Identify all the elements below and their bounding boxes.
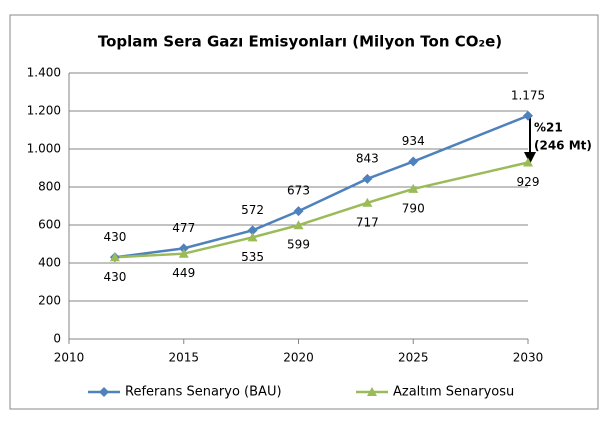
y-tick-label: 800 (38, 180, 61, 194)
data-label: 843 (356, 151, 379, 165)
data-label: 599 (287, 238, 310, 252)
data-label: 934 (402, 134, 425, 148)
data-point (178, 243, 189, 254)
data-point (293, 220, 304, 230)
data-label: 673 (287, 184, 310, 198)
data-label: 790 (402, 201, 425, 215)
legend-label: Referans Senaryo (BAU) (125, 385, 282, 400)
data-label: 430 (103, 270, 126, 284)
data-label: 1.175 (511, 88, 545, 102)
data-point (247, 225, 258, 236)
y-tick-label: 200 (38, 294, 61, 308)
chart-border (9, 14, 599, 410)
x-tick-label: 2030 (513, 351, 544, 365)
data-point (178, 248, 189, 258)
data-point (408, 156, 419, 167)
legend-marker (99, 387, 109, 397)
data-point (362, 197, 373, 207)
data-point (523, 110, 533, 121)
x-tick-label: 2025 (398, 351, 429, 365)
y-tick-label: 1.400 (27, 66, 61, 80)
data-label: 449 (172, 266, 195, 280)
data-point (362, 173, 373, 184)
data-label: 717 (356, 215, 379, 229)
y-tick-label: 1.200 (27, 104, 61, 118)
data-label: 430 (103, 230, 126, 244)
annotation: (246 Mt) (534, 139, 592, 153)
data-point (293, 206, 304, 217)
data-label: 929 (517, 175, 540, 189)
legend-label: Azaltım Senaryosu (393, 385, 514, 400)
data-label: 535 (241, 250, 264, 264)
data-label: 572 (241, 203, 264, 217)
y-tick-label: 400 (38, 256, 61, 270)
y-tick-label: 600 (38, 218, 61, 232)
x-tick-label: 2020 (283, 351, 314, 365)
y-tick-label: 0 (53, 332, 61, 346)
data-point (247, 232, 258, 242)
x-tick-label: 2015 (168, 351, 199, 365)
data-point (408, 183, 419, 193)
chart-title: Toplam Sera Gazı Emisyonları (Milyon Ton… (98, 33, 502, 51)
legend-marker (367, 387, 377, 396)
annotation: %21 (534, 121, 563, 135)
data-label: 477 (172, 221, 195, 235)
x-tick-label: 2010 (54, 351, 85, 365)
data-point (523, 157, 533, 167)
data-point (109, 252, 120, 262)
y-tick-label: 1.000 (27, 142, 61, 156)
